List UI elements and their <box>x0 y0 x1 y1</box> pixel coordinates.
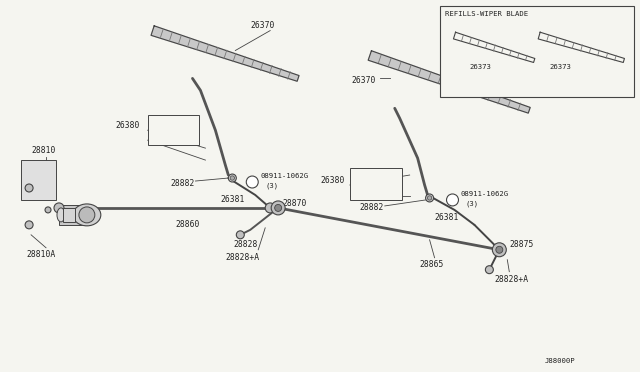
Text: 26370: 26370 <box>352 76 376 85</box>
Text: 26380: 26380 <box>320 176 344 185</box>
Text: J88000P: J88000P <box>544 358 575 364</box>
Bar <box>440 6 634 97</box>
Ellipse shape <box>79 207 95 223</box>
Text: N: N <box>251 180 254 185</box>
Text: 28810A: 28810A <box>26 250 55 259</box>
Polygon shape <box>368 51 530 113</box>
Text: 08911-1062G: 08911-1062G <box>460 191 509 197</box>
Text: 26370: 26370 <box>250 21 275 30</box>
Circle shape <box>275 205 282 211</box>
Text: 28810: 28810 <box>31 145 56 155</box>
Text: 28828+A: 28828+A <box>225 253 259 262</box>
Bar <box>63 208 75 222</box>
Polygon shape <box>454 32 535 62</box>
Circle shape <box>228 174 236 182</box>
Bar <box>21 160 56 200</box>
Circle shape <box>25 184 33 192</box>
Circle shape <box>236 231 244 239</box>
Circle shape <box>428 196 432 200</box>
Circle shape <box>496 246 503 253</box>
Text: REFILLS-WIPER BLADE: REFILLS-WIPER BLADE <box>445 11 527 17</box>
Circle shape <box>265 203 275 213</box>
Text: 26373: 26373 <box>549 64 571 70</box>
Bar <box>59 205 87 225</box>
Text: 28882: 28882 <box>171 179 195 187</box>
Circle shape <box>485 266 493 274</box>
Text: 26381: 26381 <box>435 214 459 222</box>
Bar <box>350 168 402 200</box>
Text: 28875: 28875 <box>509 240 534 249</box>
Circle shape <box>426 194 433 202</box>
Circle shape <box>447 194 458 206</box>
Circle shape <box>246 176 258 188</box>
Text: 08911-1062G: 08911-1062G <box>260 173 308 179</box>
Ellipse shape <box>73 204 101 226</box>
Text: (3): (3) <box>265 183 278 189</box>
Text: 28828: 28828 <box>234 240 258 249</box>
Circle shape <box>54 203 64 213</box>
Text: 28828+A: 28828+A <box>494 275 529 284</box>
Circle shape <box>494 245 504 255</box>
Text: 26380: 26380 <box>116 121 140 130</box>
Bar <box>148 115 200 145</box>
Ellipse shape <box>57 208 65 222</box>
Text: N: N <box>451 198 454 202</box>
Text: (3): (3) <box>465 201 479 207</box>
Circle shape <box>230 176 234 180</box>
Text: 28860: 28860 <box>175 220 200 230</box>
Text: 26373: 26373 <box>469 64 492 70</box>
Polygon shape <box>538 32 625 62</box>
Circle shape <box>25 221 33 229</box>
Circle shape <box>45 207 51 213</box>
Circle shape <box>492 243 506 257</box>
Text: 28865: 28865 <box>420 260 444 269</box>
Text: 28882: 28882 <box>360 203 384 212</box>
Text: 28870: 28870 <box>282 199 307 208</box>
Polygon shape <box>151 26 299 81</box>
Text: 26381: 26381 <box>220 195 244 205</box>
Circle shape <box>271 201 285 215</box>
